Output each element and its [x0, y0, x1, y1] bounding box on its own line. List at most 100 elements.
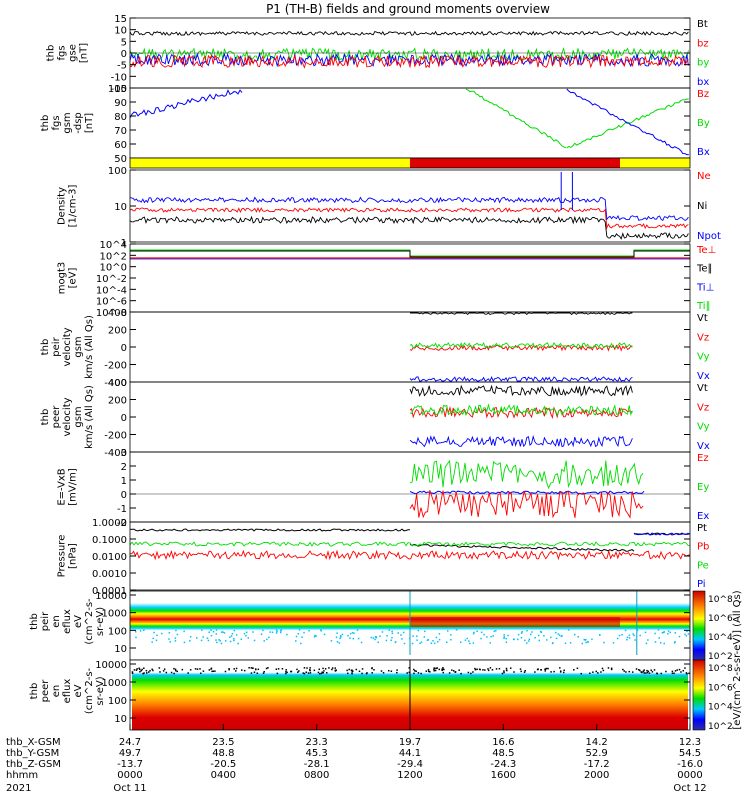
spectrogram-speckle — [347, 634, 349, 637]
colorbars-group: 10^8 10^6 10^4 10^2 10^8 10^6 10^4 10^2 [eV/(cm^… — [692, 590, 743, 732]
spectrogram-speckle — [591, 638, 593, 641]
spectrogram-speckle — [339, 637, 341, 640]
spectrogram-speckle — [390, 670, 393, 672]
spectrogram-speckle — [505, 637, 508, 640]
spectrogram-speckle — [240, 638, 243, 641]
spectrogram-speckle — [306, 667, 308, 669]
series-line — [129, 549, 690, 561]
spectrogram-speckle — [347, 672, 349, 675]
spectrogram-speckle — [416, 635, 418, 637]
legend-vz: Vz — [697, 402, 709, 413]
spectrogram-speckle — [643, 669, 645, 671]
panel-peer-spectrogram: 10000 1000 100 10 thb peer en eflux eV (cm^2-s-sr… — [29, 659, 691, 731]
series-line — [409, 434, 633, 448]
series-line — [409, 341, 633, 349]
spectrogram-speckle — [581, 642, 584, 645]
spectrogram-speckle — [674, 641, 676, 643]
y-tick-label: 10^-6 — [96, 297, 127, 308]
spectrogram-speckle — [523, 671, 526, 673]
footer-date-start: Oct 11 — [113, 783, 146, 794]
series-line — [566, 98, 689, 149]
spectrogram-speckle — [224, 670, 227, 673]
spectrogram-speckle — [281, 668, 284, 670]
legend-bz: Bz — [697, 89, 709, 100]
spectrogram-speckle — [417, 672, 420, 674]
y-tick-label: 0.0010 — [92, 569, 127, 580]
spectrogram-speckle — [156, 634, 158, 637]
spectrogram-speckle — [254, 668, 257, 670]
spectrogram-speckle — [573, 669, 575, 671]
spectrogram-speckle — [505, 667, 508, 670]
spectrogram-speckle — [223, 632, 226, 634]
spectrogram-speckle — [621, 633, 623, 636]
panel-temperature: 10^410^210^010^-210^-410^-610^-8 mogt3 [eV… — [57, 240, 717, 319]
spectrogram-speckle — [466, 637, 468, 640]
y-tick-label: 10^-2 — [96, 274, 127, 285]
footer-value: 48.8 — [212, 748, 234, 759]
series-line — [409, 543, 635, 552]
spectrogram-speckle — [386, 635, 388, 637]
spectrogram-speckle — [438, 638, 441, 641]
spectrogram-speckle — [303, 672, 306, 675]
spectrogram-speckle — [517, 633, 520, 636]
spectrogram-speckle — [460, 641, 462, 644]
spectrogram-speckle — [391, 632, 394, 635]
spectrogram-speckle — [189, 640, 191, 642]
spectrogram-speckle — [671, 670, 674, 673]
spectrogram-speckle — [464, 639, 467, 641]
spectrogram-speckle — [361, 668, 364, 670]
spectrogram-speckle — [160, 632, 163, 635]
y-tick-label: -5 — [117, 61, 127, 72]
spectrogram-speckle — [176, 633, 179, 636]
y-tick-label: -200 — [104, 431, 127, 442]
spectrogram-speckle — [576, 667, 579, 670]
spectrogram-speckle — [622, 668, 624, 671]
spectrogram-speckle — [158, 667, 161, 669]
y-axis-label: peer — [40, 679, 51, 703]
spectrogram-speckle — [420, 672, 422, 675]
panel-pressure: 1.0000 0.1000 0.0100 0.0010 0.0001 Pressure [n… — [57, 518, 710, 597]
spectrogram-speckle — [248, 667, 250, 669]
spectrogram-speckle — [628, 634, 631, 637]
spectrogram-speckle — [503, 637, 505, 639]
spectrogram-speckle — [135, 636, 137, 639]
panel-fgs-gsm: 100 90 80 70 60 50 thb fgs gsm -dsp [nT] Bz By Bx — [40, 84, 710, 165]
footer-row-label: thb_X-GSM — [6, 737, 61, 748]
spectrogram-speckle — [650, 669, 652, 672]
legend-vx: Vx — [697, 441, 710, 452]
y-tick-label: 200 — [108, 396, 127, 407]
spectrogram-speckle — [458, 669, 460, 671]
spectrogram-speckle — [520, 670, 522, 673]
spectrogram-speckle — [478, 668, 481, 671]
spectrogram-speckle — [257, 668, 260, 671]
spectrogram-speckle — [145, 669, 148, 672]
y-tick-label: -10 — [111, 72, 127, 83]
spectrogram-speckle — [266, 638, 268, 641]
spectrogram-speckle — [351, 672, 353, 675]
spectrogram-speckle — [336, 640, 339, 643]
spectrogram-speckle — [520, 632, 523, 634]
spectrogram-speckle — [250, 667, 253, 669]
series-line — [129, 206, 689, 230]
spectrogram-speckle — [509, 667, 512, 669]
spectrogram-speckle — [374, 636, 377, 638]
spectrogram-speckle — [661, 631, 664, 634]
legend-vy: Vy — [697, 352, 710, 363]
legend-vy: Vy — [697, 422, 710, 433]
footer-value: 1600 — [491, 770, 516, 781]
spectrogram-speckle — [580, 672, 583, 675]
spectrogram-speckle — [423, 636, 426, 638]
spectrogram-speckle — [143, 667, 145, 669]
spectrogram-speckle — [206, 637, 209, 639]
spectrogram-speckle — [251, 667, 254, 669]
panel-peir-spectrogram: 10000 1000 100 10 thb peir en eflux eV (cm^2-s-sr… — [29, 590, 691, 661]
legend-vz: Vz — [697, 332, 709, 343]
spectrogram-speckle — [635, 668, 638, 670]
series-line — [409, 490, 644, 519]
spectrogram-speckle — [275, 668, 278, 670]
spectrogram-speckle — [537, 634, 540, 637]
spectrogram-speckle — [610, 667, 613, 670]
colorbar-label: [eV/(cm^2-s-sr-eV)] (All Qs) — [732, 590, 743, 729]
spectrogram-speckle — [219, 640, 221, 642]
spectrogram-speckle — [487, 669, 490, 672]
